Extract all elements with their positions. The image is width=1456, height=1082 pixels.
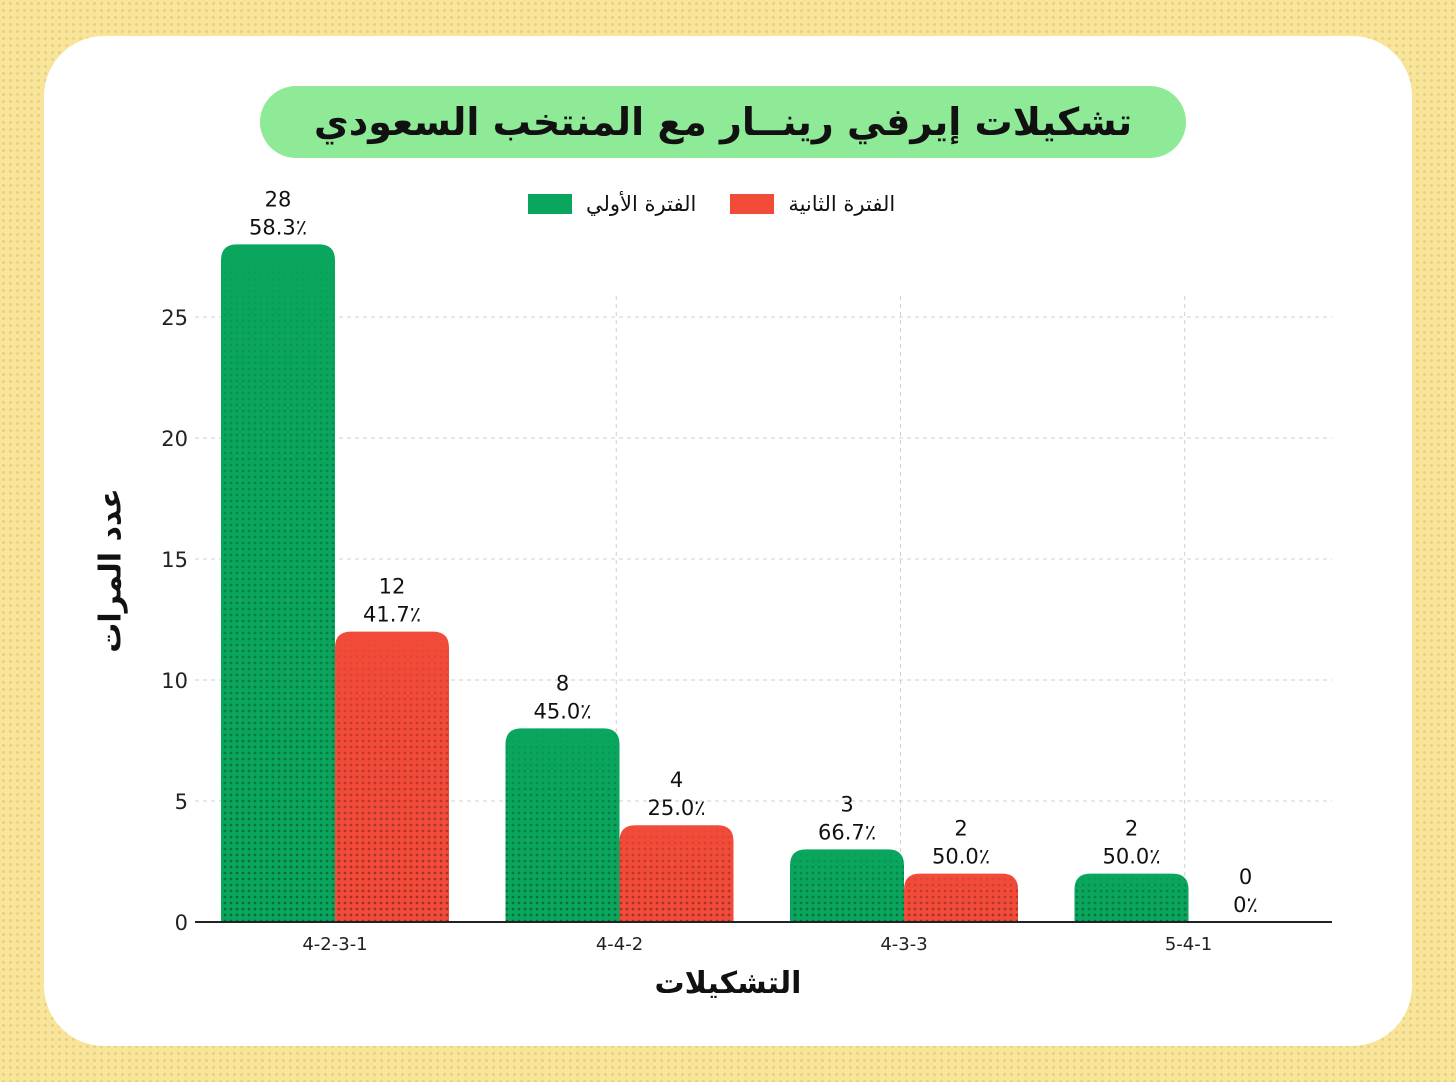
bar-texture-2-4-2-3-1 bbox=[335, 631, 449, 922]
x-tick-label: 5-4-1 bbox=[1165, 934, 1212, 955]
legend-swatch-series-2 bbox=[730, 194, 775, 214]
legend-label-series-1: الفترة الأولي bbox=[586, 192, 697, 216]
bar-value-label: 8 bbox=[556, 671, 569, 695]
chart-title-text: تشكيلات إيرفي رينــار مع المنتخب السعودي bbox=[313, 100, 1133, 144]
bar-texture-1-4-4-2 bbox=[505, 728, 620, 922]
y-tick-label: 10 bbox=[161, 669, 188, 693]
chart-title: تشكيلات إيرفي رينــار مع المنتخب السعودي bbox=[260, 86, 1186, 158]
y-tick-label: 5 bbox=[175, 790, 188, 814]
legend: الفترة الأولي الفترة الثانية bbox=[528, 190, 929, 218]
y-tick-label: 20 bbox=[161, 427, 188, 451]
bar-percent-label: 50.0٪ bbox=[932, 845, 990, 869]
legend-item-series-2: الفترة الثانية bbox=[730, 192, 895, 216]
bar-texture-1-5-4-1 bbox=[1074, 873, 1189, 922]
bar-value-label: 2 bbox=[954, 817, 967, 841]
x-axis-title: التشكيلات bbox=[654, 966, 802, 1001]
bar-percent-label: 0٪ bbox=[1233, 893, 1258, 917]
bar-value-label: 4 bbox=[670, 768, 683, 792]
bar-percent-label: 25.0٪ bbox=[647, 796, 705, 820]
bar-value-label: 28 bbox=[265, 187, 292, 211]
bar-percent-label: 58.3٪ bbox=[249, 215, 307, 239]
y-tick-label: 15 bbox=[161, 548, 188, 572]
bar-value-label: 0 bbox=[1239, 865, 1252, 889]
legend-item-series-1: الفترة الأولي bbox=[528, 192, 696, 216]
y-tick-label: 25 bbox=[161, 306, 188, 330]
bar-percent-label: 66.7٪ bbox=[818, 820, 876, 844]
bar-value-label: 2 bbox=[1125, 817, 1138, 841]
bar-value-label: 3 bbox=[840, 792, 853, 816]
bar-texture-2-4-3-3 bbox=[904, 873, 1018, 922]
bar-percent-label: 45.0٪ bbox=[533, 699, 591, 723]
bar-value-label: 12 bbox=[379, 575, 406, 599]
y-tick-label: 0 bbox=[175, 911, 188, 935]
bar-texture-1-4-2-3-1 bbox=[221, 244, 335, 922]
bar-texture-2-4-4-2 bbox=[619, 825, 734, 922]
bar-texture-1-4-3-3 bbox=[790, 849, 904, 922]
x-tick-label: 4-4-2 bbox=[596, 934, 643, 955]
x-tick-label: 4-3-3 bbox=[880, 934, 927, 955]
legend-label-series-2: الفترة الثانية bbox=[788, 192, 896, 216]
x-tick-label: 4-2-3-1 bbox=[302, 934, 367, 955]
bar-percent-label: 50.0٪ bbox=[1102, 845, 1160, 869]
bar-percent-label: 41.7٪ bbox=[363, 603, 421, 627]
legend-swatch-series-1 bbox=[528, 194, 572, 214]
